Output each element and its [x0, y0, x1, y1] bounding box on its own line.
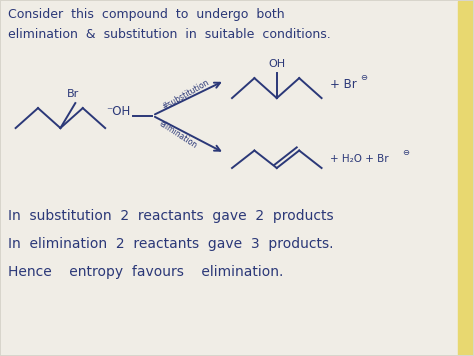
Text: ⊖: ⊖	[402, 148, 409, 157]
Text: OH: OH	[268, 59, 285, 69]
Text: ⁻OH: ⁻OH	[106, 105, 130, 118]
Text: #substitution: #substitution	[161, 78, 211, 111]
Text: + Br: + Br	[330, 78, 357, 91]
Text: In  elimination  2  reactants  gave  3  products.: In elimination 2 reactants gave 3 produc…	[8, 237, 334, 251]
Text: Br: Br	[67, 89, 79, 99]
Text: + H₂O + Br: + H₂O + Br	[330, 154, 389, 164]
Text: In  substitution  2  reactants  gave  2  products: In substitution 2 reactants gave 2 produ…	[8, 209, 334, 224]
Bar	[458, 1, 474, 355]
Text: ⊖: ⊖	[360, 73, 367, 82]
Text: Hence    entropy  favours    elimination.: Hence entropy favours elimination.	[8, 265, 283, 279]
Text: elimination: elimination	[157, 119, 199, 150]
Text: elimination  &  substitution  in  suitable  conditions.: elimination & substitution in suitable c…	[8, 28, 331, 41]
Text: Consider  this  compound  to  undergo  both: Consider this compound to undergo both	[8, 8, 285, 21]
